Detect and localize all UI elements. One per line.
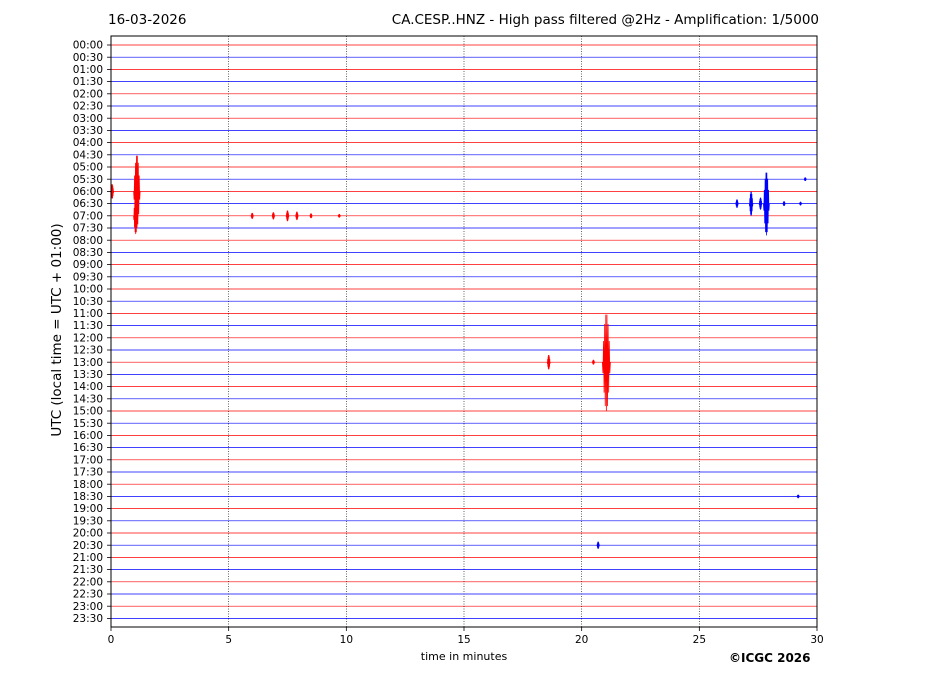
y-tick-label: 04:30 [73,149,103,161]
y-tick-label: 08:30 [73,247,103,259]
y-tick-label: 00:30 [73,52,103,64]
y-tick-label: 10:00 [73,284,103,296]
y-tick-label: 23:30 [73,613,103,625]
seismic-event [735,199,739,208]
seismic-event [337,214,341,218]
y-tick-label: 15:00 [73,406,103,418]
x-tick-label: 15 [457,634,470,646]
y-tick-label: 04:00 [73,137,103,149]
y-tick-label: 05:30 [73,174,103,186]
seismic-event [796,494,800,499]
y-tick-label: 16:00 [73,430,103,442]
y-axis-label: UTC (local time = UTC + 01:00) [49,223,65,437]
x-tick-label: 10 [340,634,353,646]
y-tick-label: 09:00 [73,259,103,271]
vertical-gridlines [228,36,700,627]
y-tick-label: 17:00 [73,454,103,466]
y-tick-label: 23:00 [73,601,103,613]
x-axis-ticks: 0 5 10 15 20 25 30 [108,627,824,646]
y-tick-label: 02:30 [73,101,103,113]
seismic-event [799,201,803,206]
y-tick-label: 19:30 [73,515,103,527]
y-tick-label: 01:00 [73,64,103,76]
seismic-event [295,211,299,221]
y-tick-label: 02:00 [73,88,103,100]
y-tick-label: 21:00 [73,552,103,564]
y-tick-label: 00:00 [73,40,103,52]
chart-title: CA.CESP..HNZ - High pass filtered @2Hz -… [391,12,819,28]
seismic-event [133,155,141,229]
y-tick-label: 07:30 [73,223,103,235]
y-tick-label: 15:30 [73,418,103,430]
y-tick-label: 14:30 [73,393,103,405]
seismic-event [748,191,754,216]
y-tick-label: 11:30 [73,320,103,332]
y-tick-label: 12:00 [73,332,103,344]
event-marks [110,155,807,549]
y-tick-label: 20:30 [73,540,103,552]
y-tick-label: 12:30 [73,345,103,357]
seismic-event [309,213,313,219]
x-tick-label: 25 [693,634,706,646]
y-tick-label: 14:00 [73,381,103,393]
y-tick-label: 11:00 [73,308,103,320]
y-tick-label: 05:00 [73,162,103,174]
x-tick-label: 20 [575,634,588,646]
y-tick-label: 06:00 [73,186,103,198]
y-axis-ticks: 00:0000:3001:0001:3002:0002:3003:0003:30… [73,40,111,625]
y-tick-label: 18:30 [73,491,103,503]
seismic-event [596,541,600,549]
y-tick-label: 08:00 [73,235,103,247]
y-tick-label: 22:00 [73,576,103,588]
seismic-event [133,197,139,235]
x-tick-label: 30 [810,634,823,646]
y-tick-label: 13:00 [73,357,103,369]
y-tick-label: 21:30 [73,564,103,576]
seismic-event [591,359,595,365]
y-tick-label: 17:30 [73,467,103,479]
y-tick-label: 01:30 [73,76,103,88]
seismic-event [271,212,275,220]
y-tick-label: 22:30 [73,589,103,601]
y-tick-label: 20:00 [73,528,103,540]
y-tick-label: 19:00 [73,503,103,515]
seismic-event [763,172,770,236]
y-tick-label: 07:00 [73,210,103,222]
seismic-event [285,210,290,222]
copyright-label: ©ICGC 2026 [729,651,811,665]
seismic-event [803,177,807,182]
seismic-event [546,355,551,370]
y-tick-label: 18:00 [73,479,103,491]
x-tick-label: 5 [225,634,232,646]
y-tick-label: 03:30 [73,125,103,137]
y-tick-label: 13:30 [73,369,103,381]
y-tick-label: 03:00 [73,113,103,125]
seismic-event [250,212,254,219]
seismic-event [758,197,763,210]
y-tick-label: 10:30 [73,296,103,308]
x-tick-label: 0 [108,634,115,646]
date-label: 16-03-2026 [108,12,187,28]
y-tick-label: 16:30 [73,442,103,454]
seismic-event [601,314,611,412]
seismic-event [782,201,786,207]
y-tick-label: 09:30 [73,271,103,283]
x-axis-label: time in minutes [420,650,508,663]
y-tick-label: 06:30 [73,198,103,210]
